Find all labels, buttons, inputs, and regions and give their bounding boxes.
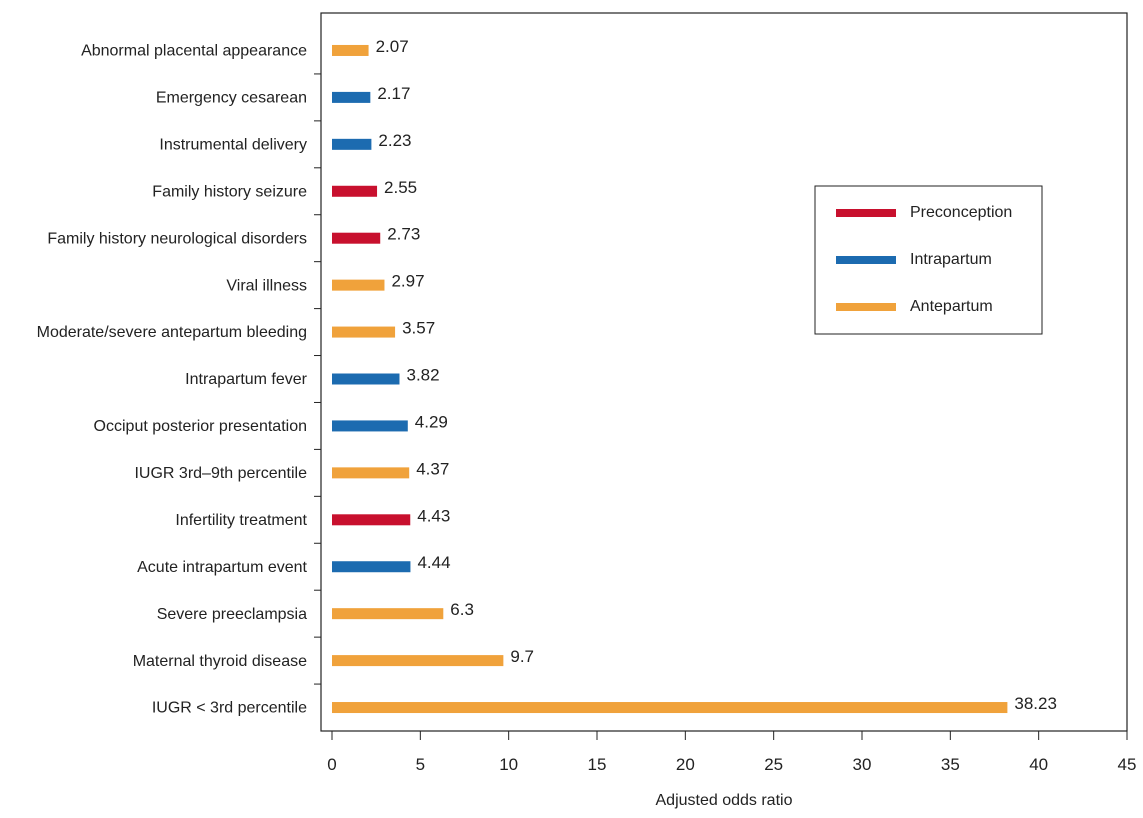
category-label: Severe preeclampsia bbox=[157, 606, 307, 623]
x-axis-title: Adjusted odds ratio bbox=[656, 792, 793, 809]
category-label: Intrapartum fever bbox=[185, 371, 308, 388]
x-tick-label: 40 bbox=[1029, 755, 1048, 774]
bar bbox=[332, 420, 408, 432]
value-label: 4.29 bbox=[415, 412, 448, 431]
x-tick-label: 25 bbox=[764, 755, 783, 774]
bar-row: Family history neurological disorders 2.7… bbox=[47, 214, 420, 247]
x-tick-label: 20 bbox=[676, 755, 695, 774]
value-label: 4.37 bbox=[416, 459, 449, 478]
category-label: Moderate/severe antepartum bleeding bbox=[37, 324, 307, 341]
bar bbox=[332, 185, 378, 197]
bar bbox=[332, 232, 381, 244]
bar-rows: Abnormal placental appearance 2.07 Emergen… bbox=[37, 37, 1057, 717]
bar bbox=[332, 702, 1008, 714]
legend-label: Antepartum bbox=[910, 298, 993, 315]
x-tick-label: 10 bbox=[499, 755, 518, 774]
x-tick-label: 35 bbox=[941, 755, 960, 774]
bar-row: Intrapartum fever 3.82 bbox=[185, 355, 440, 388]
legend-swatch bbox=[836, 303, 896, 311]
bar-row: Moderate/severe antepartum bleeding 3.57 bbox=[37, 308, 435, 341]
category-label: Occiput posterior presentation bbox=[94, 418, 307, 435]
category-label: Instrumental delivery bbox=[159, 136, 307, 153]
category-label: Acute intrapartum event bbox=[137, 559, 307, 576]
value-label: 2.97 bbox=[391, 272, 424, 291]
bar-row: Family history seizure 2.55 bbox=[152, 167, 417, 200]
legend-swatch bbox=[836, 256, 896, 264]
bar bbox=[332, 373, 400, 385]
value-label: 2.17 bbox=[377, 84, 410, 103]
plot-frame bbox=[320, 12, 1128, 732]
value-label: 2.07 bbox=[376, 37, 409, 56]
legend-item: Antepartum bbox=[836, 298, 993, 315]
value-label: 9.7 bbox=[510, 647, 534, 666]
category-label: Infertility treatment bbox=[175, 512, 307, 529]
x-tick-label: 30 bbox=[853, 755, 872, 774]
legend: Preconception Intrapartum Antepartum bbox=[814, 185, 1043, 335]
bar bbox=[332, 514, 411, 526]
value-label: 38.23 bbox=[1014, 694, 1057, 713]
x-tick-label: 5 bbox=[416, 755, 425, 774]
bar bbox=[332, 279, 385, 291]
category-label: IUGR 3rd–9th percentile bbox=[134, 465, 307, 482]
value-label: 3.82 bbox=[406, 365, 439, 384]
legend-swatch bbox=[836, 209, 896, 217]
bar bbox=[332, 655, 504, 667]
value-label: 2.55 bbox=[384, 178, 417, 197]
bar-row: Severe preeclampsia 6.3 bbox=[157, 589, 474, 623]
category-label: Maternal thyroid disease bbox=[133, 653, 307, 670]
category-label: IUGR < 3rd percentile bbox=[152, 700, 307, 717]
value-label: 2.23 bbox=[378, 131, 411, 150]
bar bbox=[332, 44, 369, 56]
category-label: Family history neurological disorders bbox=[47, 230, 307, 247]
value-label: 2.73 bbox=[387, 225, 420, 244]
value-label: 6.3 bbox=[450, 600, 474, 619]
bar-row: Emergency cesarean 2.17 bbox=[156, 73, 410, 107]
bar-row: Maternal thyroid disease 9.7 bbox=[133, 636, 534, 670]
legend-label: Intrapartum bbox=[910, 251, 992, 268]
bar-row: Acute intrapartum event 4.44 bbox=[137, 542, 451, 576]
bar bbox=[332, 326, 396, 338]
x-tick-label: 15 bbox=[588, 755, 607, 774]
category-label: Abnormal placental appearance bbox=[81, 43, 307, 60]
bar-row: Abnormal placental appearance 2.07 bbox=[81, 37, 409, 60]
legend-item: Preconception bbox=[836, 204, 1012, 221]
bar-row: IUGR < 3rd percentile 38.23 bbox=[152, 683, 1057, 717]
x-tick-label: 45 bbox=[1118, 755, 1137, 774]
bar bbox=[332, 561, 411, 573]
bar bbox=[332, 91, 371, 103]
legend-label: Preconception bbox=[910, 204, 1012, 221]
value-label: 4.44 bbox=[417, 553, 450, 572]
bar-row: Viral illness 2.97 bbox=[226, 261, 425, 294]
x-axis: 0 5 10 15 20 25 30 35 40 45 bbox=[327, 731, 1136, 774]
bar-row: Instrumental delivery 2.23 bbox=[159, 120, 411, 154]
category-label: Viral illness bbox=[226, 277, 307, 294]
value-label: 3.57 bbox=[402, 319, 435, 338]
bar-row: Infertility treatment 4.43 bbox=[175, 495, 450, 529]
value-label: 4.43 bbox=[417, 506, 450, 525]
bar bbox=[332, 608, 444, 620]
bar bbox=[332, 467, 410, 479]
x-tick-label: 0 bbox=[327, 755, 336, 774]
bar-row: IUGR 3rd–9th percentile 4.37 bbox=[134, 448, 449, 482]
bar bbox=[332, 138, 372, 150]
category-label: Emergency cesarean bbox=[156, 90, 307, 107]
bar-row: Occiput posterior presentation 4.29 bbox=[94, 401, 448, 435]
category-label: Family history seizure bbox=[152, 183, 307, 200]
legend-item: Intrapartum bbox=[836, 251, 992, 268]
